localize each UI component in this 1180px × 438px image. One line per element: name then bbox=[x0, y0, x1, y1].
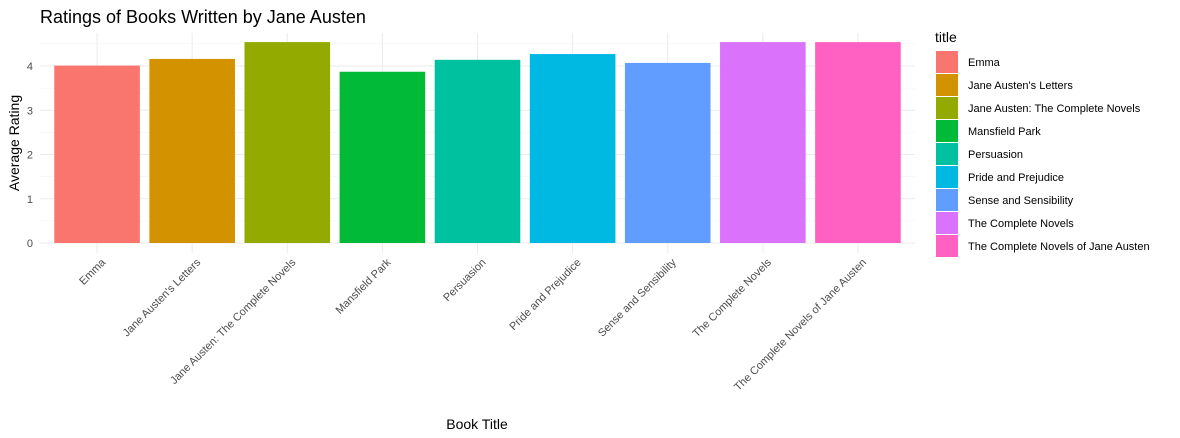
x-tick-label: Pride and Prejudice bbox=[507, 257, 583, 333]
legend-label: Emma bbox=[968, 57, 1001, 69]
x-tick-label: Jane Austen's Letters bbox=[121, 256, 204, 339]
legend-title: title bbox=[935, 29, 957, 45]
legend-swatch bbox=[936, 166, 958, 188]
chart-title: Ratings of Books Written by Jane Austen bbox=[40, 7, 366, 27]
x-tick-label: The Complete Novels bbox=[691, 256, 775, 340]
legend-label: Persuasion bbox=[968, 149, 1023, 161]
legend-label: Jane Austen: The Complete Novels bbox=[968, 103, 1141, 115]
bar bbox=[54, 65, 140, 244]
legend-swatch bbox=[936, 235, 958, 257]
y-axis-ticks: 0 1 2 3 4 bbox=[27, 61, 33, 250]
legend-swatch bbox=[936, 74, 958, 96]
y-tick-label: 1 bbox=[27, 194, 33, 206]
y-tick-label: 2 bbox=[27, 150, 33, 162]
y-axis-title: Average Rating bbox=[6, 95, 22, 191]
y-tick-label: 4 bbox=[27, 61, 33, 73]
y-tick-label: 3 bbox=[27, 105, 33, 117]
x-axis-title: Book Title bbox=[446, 416, 508, 432]
bar bbox=[149, 58, 235, 243]
legend-label: The Complete Novels of Jane Austen bbox=[968, 241, 1150, 253]
y-tick-label: 0 bbox=[27, 238, 33, 250]
bar bbox=[815, 42, 901, 244]
bar bbox=[624, 62, 711, 244]
bar bbox=[244, 42, 331, 244]
legend-swatch bbox=[936, 120, 958, 142]
bar bbox=[720, 42, 806, 244]
bar bbox=[434, 59, 521, 244]
x-tick-label: Emma bbox=[77, 256, 109, 288]
x-tick-label: Mansfield Park bbox=[334, 256, 394, 316]
bar bbox=[339, 71, 426, 243]
legend-swatch bbox=[936, 189, 958, 211]
legend-label: Pride and Prejudice bbox=[968, 172, 1064, 184]
x-tick-label: Persuasion bbox=[441, 257, 488, 304]
legend: title Emma Jane Austen's Letters Jane Aust… bbox=[935, 29, 1150, 257]
legend-swatch bbox=[936, 212, 958, 234]
legend-swatch bbox=[936, 143, 958, 165]
legend-swatch bbox=[936, 97, 958, 119]
legend-label: Sense and Sensibility bbox=[968, 195, 1074, 207]
bars bbox=[54, 42, 901, 244]
x-tick-label: Sense and Sensibility bbox=[596, 256, 679, 339]
legend-label: The Complete Novels bbox=[968, 218, 1074, 230]
bar bbox=[529, 54, 616, 243]
legend-swatch bbox=[936, 51, 958, 73]
legend-label: Mansfield Park bbox=[968, 126, 1041, 138]
legend-label: Jane Austen's Letters bbox=[968, 80, 1073, 92]
